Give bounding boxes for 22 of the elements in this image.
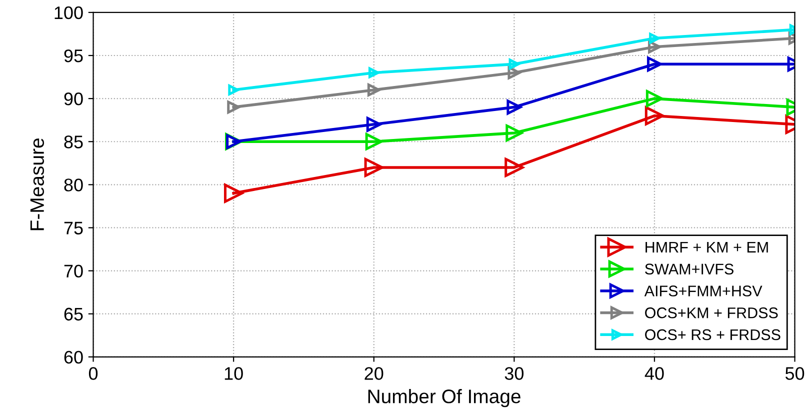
- y-tick-label: 70: [64, 264, 83, 278]
- y-axis-title: F-Measure: [30, 138, 44, 230]
- x-axis-title: Number Of Image: [368, 389, 520, 408]
- x-tick-label: 20: [364, 367, 384, 380]
- y-tick-label: 90: [64, 92, 83, 106]
- legend-label: OCS+ RS + FRDSS: [645, 329, 780, 340]
- legend-label: SWAM+IVFS: [645, 264, 734, 274]
- y-tick-label: 75: [64, 222, 83, 234]
- x-tick-label: 40: [644, 367, 664, 380]
- legend-label: OCS+KM + FRDSS: [645, 307, 778, 318]
- y-tick-label: 95: [64, 49, 83, 62]
- legend-label: HMRF + KM + EM: [646, 242, 768, 252]
- y-tick-label: 65: [64, 308, 83, 321]
- x-tick-label: 30: [504, 367, 524, 380]
- x-tick-label: 0: [88, 367, 98, 380]
- legend-label: AIFS+FMM+HSV: [644, 286, 762, 296]
- y-tick-label: 85: [64, 136, 83, 148]
- y-tick-label: 100: [54, 6, 83, 20]
- x-tick-label: 10: [224, 367, 243, 380]
- x-tick-label: 50: [785, 367, 804, 380]
- y-tick-label: 60: [64, 350, 83, 364]
- y-tick-label: 80: [64, 178, 83, 192]
